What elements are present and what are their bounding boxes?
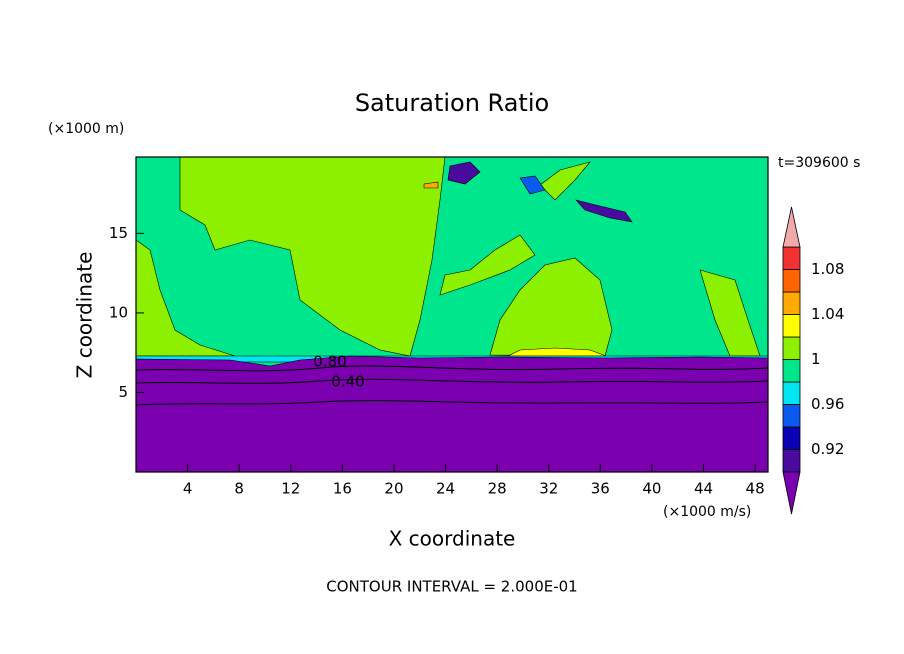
- contour-region: [423, 181, 439, 189]
- colorbar-label: 1.08: [811, 260, 844, 278]
- x-tick-label: 36: [591, 480, 610, 498]
- y-unit: (×1000 m): [48, 121, 124, 137]
- contour-region: [447, 161, 481, 185]
- contour-region: [489, 257, 613, 357]
- colorbar-box: [782, 359, 801, 383]
- contour-region: [135, 355, 769, 473]
- x-tick-label: 24: [436, 480, 455, 498]
- contour-region: [539, 161, 591, 201]
- contour-line: [135, 400, 769, 406]
- colorbar-label: 1: [811, 350, 821, 368]
- y-tick-label: 5: [118, 383, 128, 401]
- contour-label: 0.40: [331, 373, 364, 391]
- colorbar-box: [782, 449, 801, 473]
- contour-region: [519, 175, 546, 195]
- x-unit: (×1000 m/s): [663, 504, 751, 520]
- x-tick-label: 40: [642, 480, 661, 498]
- chart-title: Saturation Ratio: [355, 89, 549, 117]
- plot-frame: [135, 156, 769, 473]
- plot-area: 0.80 0.40: [135, 156, 769, 473]
- x-tick-label: 28: [488, 480, 507, 498]
- contour-region: [439, 234, 536, 296]
- colorbar-box: [782, 314, 801, 338]
- contour-line: [135, 365, 769, 372]
- colorbar-box: [782, 404, 801, 428]
- y-axis-label: Z coordinate: [73, 252, 97, 379]
- x-tick-label: 8: [234, 480, 244, 498]
- x-tick-label: 12: [281, 480, 300, 498]
- time-label: t=309600 s: [778, 155, 860, 171]
- colorbar-box: [782, 336, 801, 360]
- contour-line: [135, 378, 769, 384]
- colorbar-label: 0.92: [811, 440, 844, 458]
- colorbar-label: 1.04: [811, 305, 844, 323]
- x-tick-label: 48: [746, 480, 765, 498]
- colorbar-box: [782, 291, 801, 315]
- x-tick-label: 16: [333, 480, 352, 498]
- colorbar-over: [782, 206, 801, 248]
- contour-region: [575, 199, 633, 223]
- contour-region: [179, 156, 446, 357]
- x-axis-label: X coordinate: [389, 527, 516, 551]
- footer: CONTOUR INTERVAL = 2.000E-01: [326, 578, 577, 596]
- y-tick-label: 10: [109, 303, 128, 321]
- colorbar-box: [782, 246, 801, 270]
- colorbar-box: [782, 381, 801, 405]
- contour-label: 0.80: [313, 353, 346, 371]
- x-tick-label: 32: [539, 480, 558, 498]
- x-tick-label: 44: [694, 480, 713, 498]
- y-tick-label: 15: [109, 224, 128, 242]
- colorbar-box: [782, 426, 801, 450]
- x-tick-label: 20: [384, 480, 403, 498]
- x-tick-label: 4: [183, 480, 193, 498]
- colorbar-box: [782, 269, 801, 293]
- colorbar-under: [782, 471, 801, 515]
- colorbar-label: 0.96: [811, 395, 844, 413]
